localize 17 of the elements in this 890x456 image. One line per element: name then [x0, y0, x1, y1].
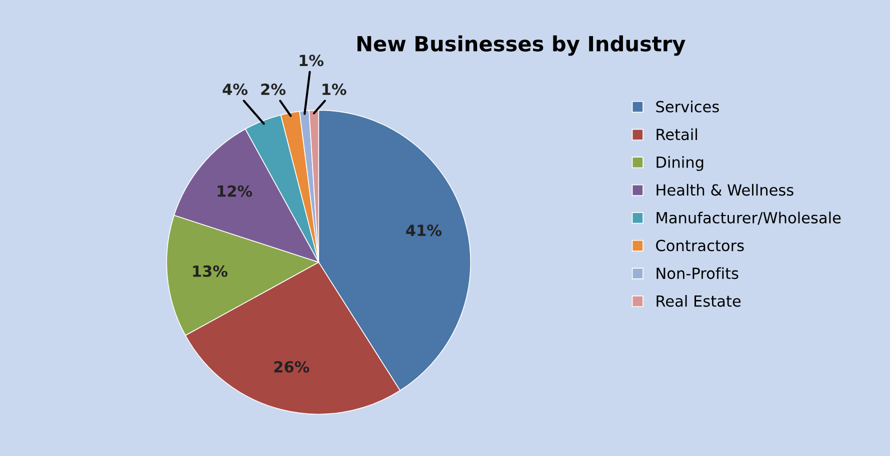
data-label: 41%: [406, 224, 442, 236]
data-label: 1%: [300, 54, 324, 66]
data-label: 1%: [322, 84, 346, 96]
data-label: 4%: [222, 84, 248, 96]
data-label: 13%: [193, 265, 228, 277]
data-label: 26%: [274, 361, 310, 373]
legend-label: Manufacturer/Wholesale: [656, 212, 841, 225]
legend-label: Contractors: [656, 240, 744, 252]
legend-label: Non-Profits: [656, 267, 738, 280]
data-label: 12%: [218, 185, 252, 197]
legend-label: Services: [656, 100, 719, 112]
chart-title: New Businesses by Industry: [357, 35, 686, 56]
data-label: 2%: [261, 84, 286, 96]
legend-label: Health & Wellness: [656, 184, 794, 196]
legend-label: Retail: [656, 128, 697, 140]
legend-label: Dining: [656, 156, 704, 171]
legend-label: Real Estate: [656, 295, 741, 307]
